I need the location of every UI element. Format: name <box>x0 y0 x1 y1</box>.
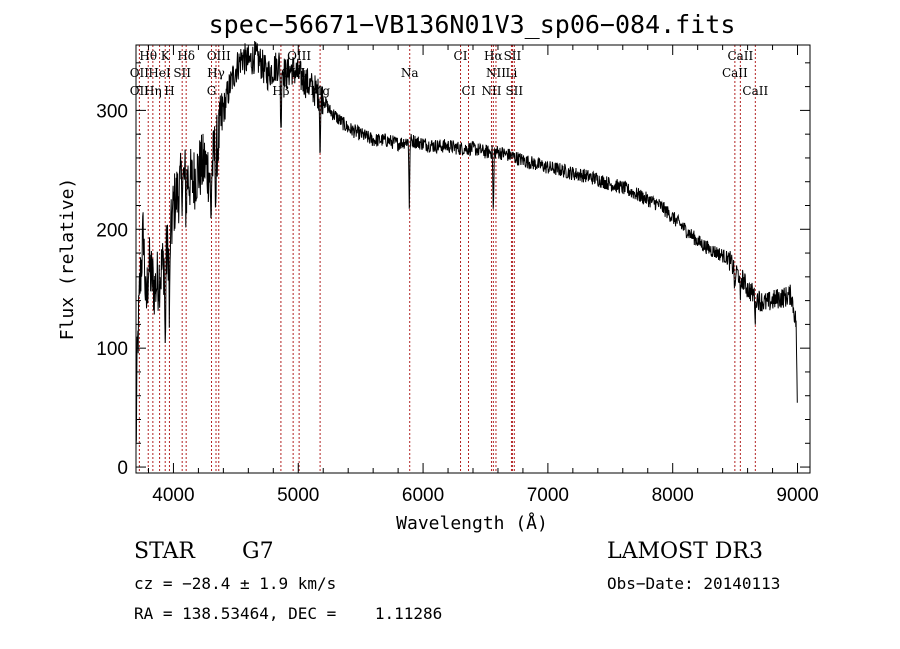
x-tick-label: 6000 <box>402 485 444 506</box>
spectral-line-label: CI <box>462 84 476 98</box>
y-tick-label: 200 <box>96 220 128 241</box>
spectral-line-label: CaII <box>722 66 748 80</box>
spectral-line-label: Li <box>506 66 518 80</box>
spectral-line-label: H <box>164 84 174 98</box>
y-tick-label: 0 <box>117 458 128 479</box>
spectral-line-label: Hγ <box>207 66 225 80</box>
spectral-line-label: SII <box>173 66 191 80</box>
y-axis-ticks: 0 100 200 300 <box>96 62 810 479</box>
x-tick-label: 4000 <box>152 485 194 506</box>
spectral-line-label: Hθ <box>139 49 157 63</box>
spectral-line-label: Na <box>401 66 419 80</box>
x-tick-label: 8000 <box>652 485 694 506</box>
x-tick-label: 9000 <box>776 485 818 506</box>
spectral-line-label: OII <box>130 84 150 98</box>
object-class: STAR <box>134 539 196 564</box>
survey-name: LAMOST DR3 <box>607 539 763 564</box>
spectral-line-label: SII <box>504 49 522 63</box>
spectral-line-label: OII <box>130 66 150 80</box>
redshift-info: cz = −28.4 ± 1.9 km/s <box>134 574 336 593</box>
spectrum-line <box>135 40 798 445</box>
obs-date: Obs−Date: 20140113 <box>607 574 780 593</box>
spectral-line-label: OIII <box>207 49 231 63</box>
object-subclass: G7 <box>242 539 274 564</box>
y-tick-label: 300 <box>96 101 128 122</box>
spectral-line-label: Hβ <box>272 84 289 98</box>
y-tick-label: 100 <box>96 339 128 360</box>
x-tick-label: 5000 <box>277 485 319 506</box>
spectral-line-label: OIII <box>287 49 311 63</box>
spectral-line-label: Hη <box>144 84 162 98</box>
spectral-line-label: K <box>161 49 171 63</box>
chart-title: spec−56671−VB136N01V3_sp06−084.fits <box>209 10 736 39</box>
x-tick-label: 7000 <box>527 485 569 506</box>
spectral-line-label: CI <box>454 49 468 63</box>
x-axis-label: Wavelength (Å) <box>396 512 548 534</box>
spectral-line-label: NII <box>486 66 506 80</box>
spectral-line-label: SII <box>505 84 523 98</box>
y-axis-label: Flux (relative) <box>57 178 78 341</box>
x-axis-ticks: 4000 5000 6000 7000 8000 9000 <box>147 45 819 506</box>
spectral-line-label: HeI <box>148 66 171 80</box>
plot-frame <box>135 44 811 474</box>
spectral-line-label: NII <box>481 84 501 98</box>
spectral-line-label: Hδ <box>177 49 195 63</box>
spectral-line-label: CaII <box>742 84 768 98</box>
spectral-line-label: Hα <box>484 49 503 63</box>
spectral-line-markers <box>138 45 756 473</box>
coordinates-info: RA = 138.53464, DEC = 1.11286 <box>134 604 442 623</box>
spectral-line-label: G <box>207 84 217 98</box>
spectral-line-label: CaII <box>727 49 753 63</box>
